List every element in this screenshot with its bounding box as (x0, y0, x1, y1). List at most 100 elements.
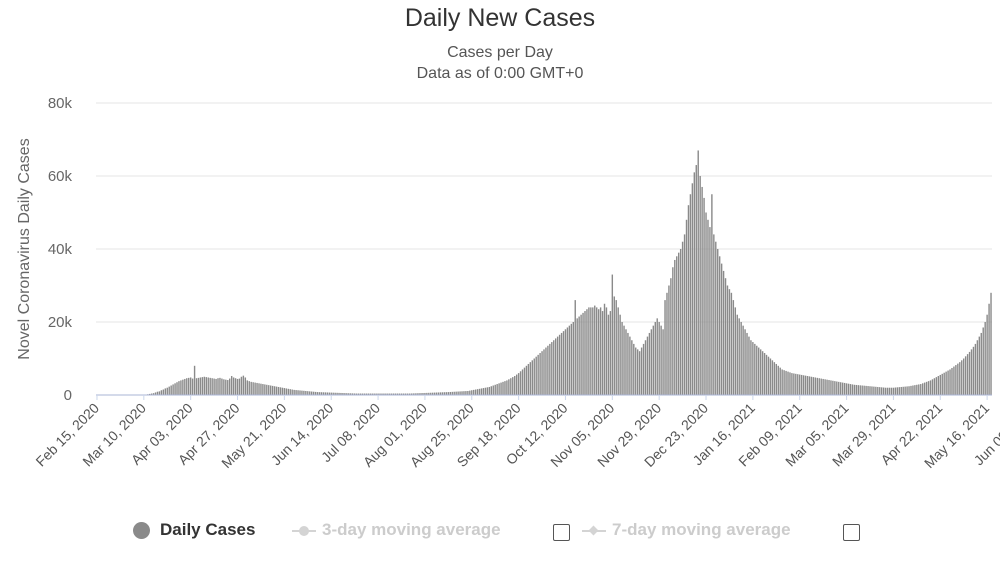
bar (580, 314, 582, 395)
bar (652, 325, 655, 395)
bar (346, 393, 348, 395)
bar (937, 376, 940, 395)
bar (486, 387, 489, 395)
bar (396, 393, 399, 395)
bar (611, 274, 614, 395)
bar (476, 389, 479, 395)
bar (521, 369, 524, 395)
bar (627, 332, 629, 395)
bar (775, 363, 777, 395)
bar (619, 314, 621, 395)
bar (209, 377, 211, 395)
bar (322, 392, 325, 395)
bar (662, 329, 664, 395)
y-tick-label: 20k (48, 314, 73, 331)
bar (668, 285, 670, 395)
bar (939, 374, 941, 395)
bar (726, 285, 729, 395)
bar (951, 367, 953, 395)
bar (701, 186, 703, 395)
bar (303, 390, 305, 395)
legend-7day-average[interactable]: 7-day moving average (582, 517, 791, 543)
bar (510, 378, 512, 395)
bar (305, 390, 307, 395)
bar (826, 379, 828, 395)
bar (869, 386, 871, 395)
bar (359, 393, 362, 395)
legend-daily-cases[interactable]: Daily Cases (133, 517, 255, 543)
bar (496, 384, 498, 395)
bar (266, 384, 268, 395)
7day-average-checkbox[interactable] (843, 524, 860, 541)
bar (968, 351, 971, 395)
bar (857, 385, 859, 395)
bar (457, 391, 459, 395)
bar (709, 227, 711, 395)
bar (964, 356, 967, 395)
bar (449, 391, 452, 395)
bar (718, 256, 721, 395)
bar (211, 378, 213, 395)
bar (912, 385, 914, 395)
bar (882, 387, 885, 395)
bar (320, 392, 323, 395)
bar (428, 392, 430, 395)
bar (847, 383, 850, 395)
bar (717, 249, 719, 395)
bar (336, 392, 338, 395)
3day-average-checkbox[interactable] (553, 524, 570, 541)
bar (529, 362, 532, 395)
bar (299, 390, 301, 395)
bar (840, 382, 842, 395)
bar (287, 388, 289, 395)
bar (931, 379, 934, 395)
bar (785, 370, 787, 395)
bar (861, 385, 863, 395)
bar (365, 393, 368, 395)
bar (945, 371, 947, 395)
bar (754, 343, 756, 395)
bar (291, 389, 293, 395)
bar (849, 384, 852, 395)
bar (986, 314, 988, 395)
bar (638, 351, 641, 395)
bar (890, 387, 893, 395)
bar (916, 384, 918, 395)
bar (244, 377, 247, 395)
bar (254, 382, 256, 395)
bar (933, 378, 936, 395)
bar (957, 363, 959, 395)
bar (268, 385, 270, 395)
bar (217, 378, 219, 395)
legend-3day-average[interactable]: 3-day moving average (292, 517, 501, 543)
bar (918, 384, 920, 395)
bar (613, 296, 615, 395)
bar (236, 378, 239, 395)
bar (549, 343, 551, 395)
bar (568, 325, 571, 395)
bar (896, 387, 899, 395)
bar (804, 375, 807, 395)
bar (970, 349, 973, 396)
bar (779, 367, 781, 396)
bar (566, 327, 569, 395)
bar (574, 300, 576, 395)
bar (277, 386, 280, 395)
bar (191, 378, 194, 395)
bar (736, 314, 738, 395)
bar (508, 379, 510, 395)
bar (324, 392, 327, 395)
bar (650, 329, 653, 395)
bar (184, 378, 186, 395)
bar (193, 365, 196, 395)
bar (687, 205, 690, 395)
bar (227, 380, 229, 395)
bar (285, 388, 288, 395)
bar (886, 387, 889, 395)
bar (221, 378, 223, 395)
bar (441, 392, 444, 395)
bar (615, 300, 617, 395)
bar (471, 390, 473, 395)
bar (160, 390, 163, 395)
bar (781, 369, 783, 395)
